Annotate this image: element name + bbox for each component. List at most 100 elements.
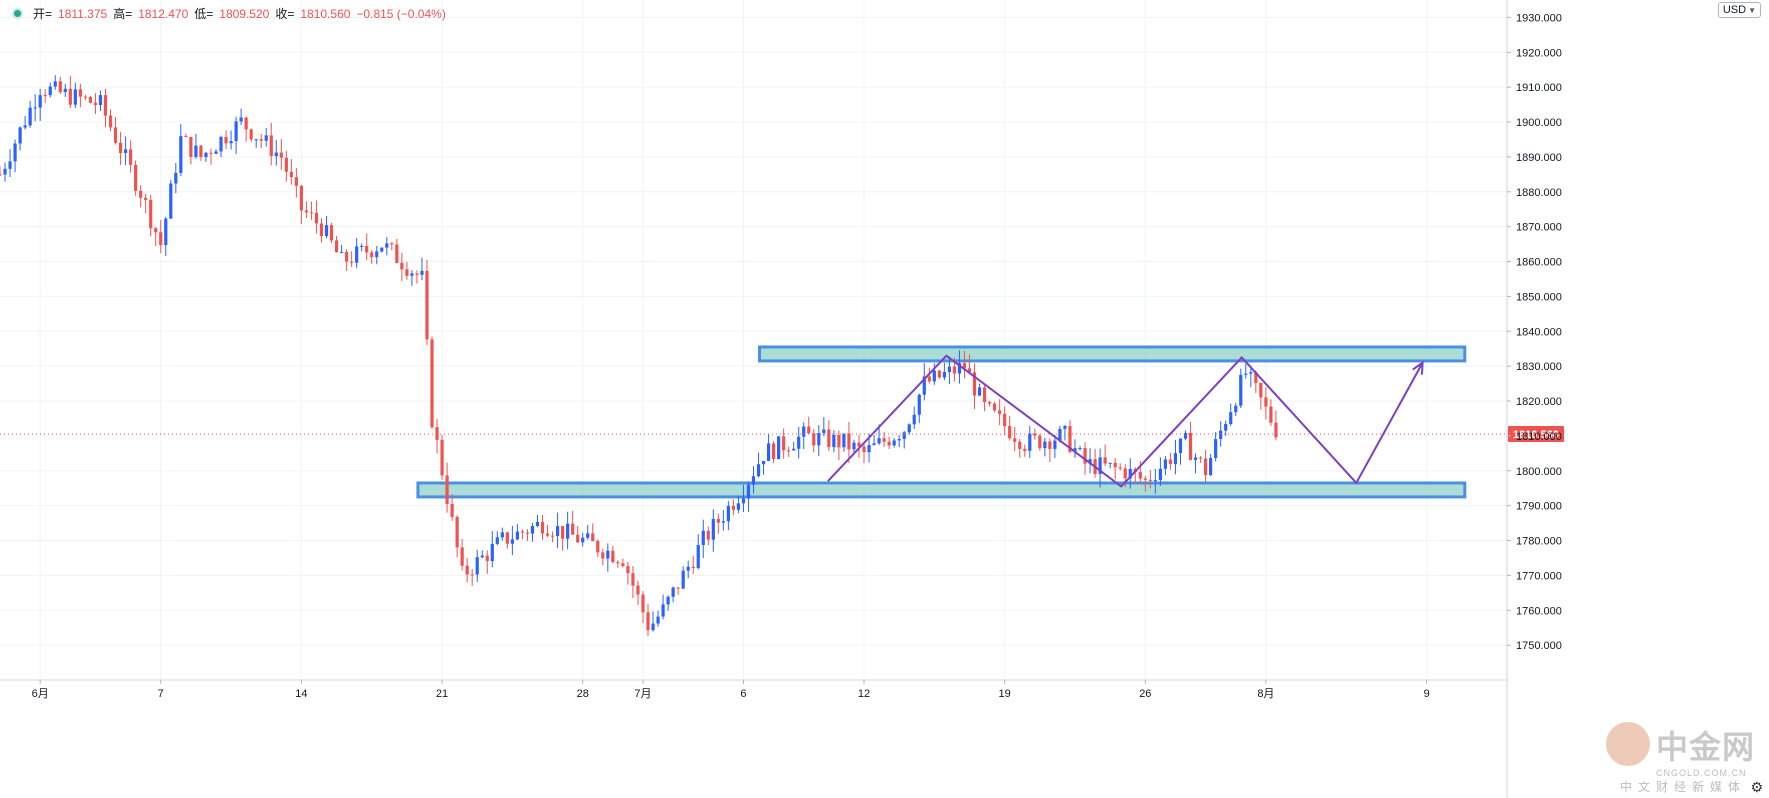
candle-body [400, 262, 404, 270]
candle-body [837, 434, 841, 448]
candle-body [706, 530, 710, 540]
candle-body [651, 623, 655, 631]
price-tick-label: 1790.000 [1516, 501, 1562, 513]
candle-body [1234, 405, 1238, 413]
candle-body [545, 533, 550, 536]
candle-body [932, 370, 936, 382]
candle-body [1128, 469, 1132, 479]
price-tick-label: 1840.000 [1516, 326, 1562, 338]
current-price-tag [1508, 425, 1564, 442]
time-tick-label: 26 [1139, 688, 1151, 700]
candle-body [892, 440, 896, 446]
candle-body [807, 426, 811, 434]
candle-body [721, 521, 725, 523]
candle-body [164, 218, 168, 246]
candle-body [350, 261, 354, 263]
candle-body [98, 95, 103, 105]
candle-body [1214, 439, 1218, 458]
time-axis[interactable]: 6月 7 14 21 28 7月 6 12 19 26 8月 9 [0, 679, 1507, 700]
candle-body [1173, 453, 1178, 465]
candle-body [1013, 438, 1017, 442]
candle-body [88, 97, 93, 103]
candle-body [832, 434, 836, 448]
candle-body [274, 152, 278, 157]
candle-body [329, 225, 334, 241]
candle-body [1229, 412, 1233, 425]
currency-selector[interactable]: USD ▼ [1717, 2, 1761, 18]
candle-body [460, 547, 464, 566]
candle-body [766, 443, 771, 461]
candle-body [1003, 413, 1007, 427]
candle-body [917, 394, 921, 415]
candle-body [1068, 426, 1072, 452]
price-tick-label: 1760.000 [1516, 605, 1562, 617]
candle-body [244, 117, 248, 130]
candle-body [319, 223, 324, 237]
candle-body [48, 86, 52, 96]
candle-body [480, 555, 484, 558]
price-tick-label: 1880.000 [1516, 187, 1562, 199]
candle-body [385, 243, 389, 248]
candle-body [756, 464, 761, 477]
candle-body [691, 566, 695, 569]
candle-body [1038, 435, 1042, 449]
candle-body [1244, 373, 1248, 375]
candle-body [33, 107, 37, 109]
high-label: 高= [113, 7, 133, 21]
candle-body [736, 503, 741, 510]
chevron-down-icon: ▼ [1748, 6, 1756, 15]
candle-body [118, 142, 123, 154]
candle-body [1178, 438, 1183, 454]
candle-body [1113, 462, 1117, 468]
candle-body [771, 443, 776, 460]
candle-body [475, 557, 479, 575]
candle-body [63, 88, 67, 93]
candle-body [777, 436, 781, 460]
candle-body [470, 574, 474, 576]
candle-body [149, 199, 153, 229]
support-zone [416, 481, 1467, 499]
candle-body [78, 89, 82, 97]
candle-body [1008, 426, 1012, 439]
time-tick-label: 8月 [1257, 688, 1274, 700]
candle-body [897, 438, 901, 441]
price-tick-label: 1770.000 [1516, 570, 1562, 582]
price-tick-label: 1780.000 [1516, 536, 1562, 548]
arrow-head-icon [1412, 360, 1424, 375]
candle-body [972, 372, 977, 396]
candle-body [701, 530, 705, 546]
candle-body [395, 244, 399, 263]
price-tick-label: 1750.000 [1516, 640, 1562, 652]
candle-body [510, 539, 514, 544]
candle-body [58, 81, 62, 93]
candle-body [194, 145, 198, 157]
gear-icon[interactable]: ⚙ [1750, 779, 1763, 795]
candle-body [189, 136, 193, 157]
candle-body [234, 121, 238, 142]
price-tick-label: 1820.000 [1516, 396, 1562, 408]
candle-body [681, 570, 685, 589]
candle-body [1048, 441, 1052, 449]
candle-body [390, 243, 394, 245]
watermark-tagline: 中文财经新媒体 [1620, 780, 1747, 794]
price-axis[interactable]: 1750.000 1760.000 1770.000 1780.000 1790.000… [1506, 0, 1562, 798]
candle-body [676, 587, 680, 589]
candle-body [134, 164, 138, 191]
candle-body [827, 429, 831, 448]
candle-body [636, 585, 640, 595]
price-tick-label: 1920.000 [1516, 47, 1562, 59]
candle-body [626, 566, 630, 574]
candle-body [1204, 458, 1208, 476]
time-tick-label: 6 [740, 688, 746, 700]
candle-body [495, 537, 499, 544]
candle-body [952, 366, 957, 374]
time-tick-label: 9 [1424, 688, 1430, 700]
candle-body [977, 387, 982, 396]
high-value: 1812.470 [138, 6, 189, 21]
candle-body [450, 504, 454, 518]
candle-body [309, 212, 314, 214]
candle-body [83, 96, 87, 98]
currency-label: USD [1722, 4, 1747, 16]
time-tick-label: 7月 [634, 688, 651, 700]
